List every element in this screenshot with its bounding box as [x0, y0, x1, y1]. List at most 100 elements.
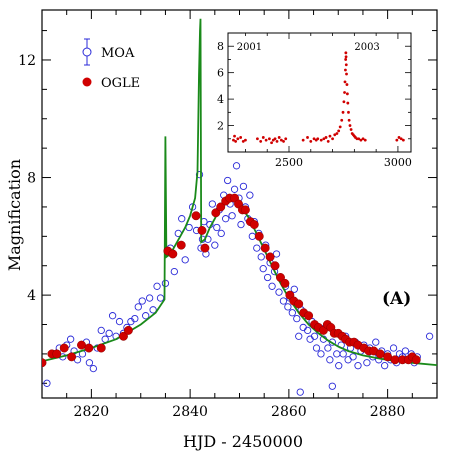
moa-point — [145, 294, 154, 302]
y-tick-label: 4 — [27, 288, 36, 304]
inset-point — [344, 55, 348, 59]
inset-point — [345, 72, 348, 76]
inset-point — [282, 140, 285, 143]
inset-year-label: 2003 — [354, 42, 379, 53]
inset-y-tick-label: 8 — [217, 40, 224, 53]
moa-point — [217, 229, 225, 238]
inset-point — [340, 118, 344, 122]
moa-point — [288, 309, 296, 317]
moa-point — [317, 350, 325, 358]
inset-point — [344, 58, 348, 61]
inset-point — [349, 128, 353, 131]
moa-point — [306, 335, 314, 343]
inset-point — [275, 140, 279, 143]
moa-point — [248, 232, 256, 240]
ogle-point — [211, 208, 221, 218]
x-axis-label: HJD - 2450000 — [183, 432, 303, 451]
ogle-point — [260, 243, 270, 253]
moa-point — [170, 267, 178, 276]
moa-point — [89, 364, 98, 373]
inset-point — [233, 134, 236, 138]
ogle-point — [304, 311, 314, 321]
inset-point — [345, 83, 349, 86]
main-plot: 2820 2840 2860 2880 4 8 12 — [18, 9, 438, 420]
moa-point — [228, 212, 236, 220]
plot-area — [42, 18, 437, 396]
ogle-point — [216, 202, 226, 212]
moa-point — [295, 332, 303, 340]
ogle-point — [77, 340, 86, 350]
moa-point — [339, 350, 347, 358]
inset-y-tick-label: 2 — [217, 120, 224, 133]
moa-point — [268, 282, 276, 290]
moa-point — [232, 162, 241, 170]
inset-point — [319, 138, 323, 142]
inset-point — [312, 137, 316, 141]
inset-point — [322, 137, 326, 141]
inset-point — [277, 136, 281, 139]
ogle-point — [249, 220, 259, 230]
moa-point — [153, 282, 161, 290]
moa-point — [208, 200, 216, 208]
inset-plot: 2500 3000 2 4 6 8 2001 2003 — [217, 32, 412, 169]
moa-point — [279, 297, 288, 305]
inset-point — [241, 140, 245, 143]
inset-point — [284, 137, 288, 141]
moa-point — [299, 323, 307, 332]
y-tick-label: 8 — [27, 171, 36, 187]
inset-point — [328, 134, 332, 138]
ogle-point — [280, 278, 290, 288]
moa-point — [296, 388, 304, 396]
inset-point — [343, 91, 346, 94]
moa-point — [310, 332, 319, 340]
moa-point — [138, 297, 146, 305]
moa-point — [66, 335, 75, 343]
moa-point — [142, 312, 150, 320]
x-tick-label: 2880 — [370, 404, 406, 420]
ogle-marker-icon — [82, 77, 92, 87]
moa-point — [156, 294, 165, 302]
moa-point — [333, 350, 341, 358]
x-tick-label: 2820 — [74, 404, 110, 420]
inset-year-label: 2001 — [237, 42, 262, 53]
legend: MOA OGLE — [82, 38, 140, 91]
moa-point — [246, 191, 254, 199]
inset-point — [261, 136, 265, 139]
moa-point — [389, 344, 398, 352]
moa-point — [372, 338, 380, 346]
panel-label: (A) — [382, 289, 411, 309]
moa-point — [149, 306, 157, 314]
moa-point — [237, 220, 245, 229]
moa-point — [85, 359, 94, 367]
moa-point — [43, 379, 51, 387]
moa-point — [328, 382, 336, 390]
inset-point — [335, 132, 339, 135]
moa-point — [253, 244, 261, 252]
moa-point — [381, 362, 389, 370]
moa-point — [312, 344, 321, 352]
inset-point — [239, 136, 243, 139]
moa-point — [335, 362, 343, 370]
x-tick-label: 2840 — [172, 404, 208, 420]
inset-point — [346, 101, 350, 105]
moa-point — [223, 176, 232, 185]
moa-point — [213, 223, 221, 232]
inset-point — [264, 138, 268, 142]
inset-point — [361, 137, 365, 141]
inset-point — [273, 137, 277, 141]
inset-point — [279, 138, 283, 142]
inset-point — [324, 136, 328, 139]
inset-point — [343, 80, 347, 84]
moa-marker-icon — [82, 47, 92, 57]
moa-point — [326, 356, 334, 364]
inset-point — [333, 133, 337, 137]
ogle-point — [67, 352, 77, 362]
moa-point — [324, 344, 332, 352]
ogle-point — [254, 231, 264, 241]
moa-point — [275, 288, 283, 296]
y-tick-label: 12 — [18, 53, 36, 69]
inset-point — [232, 138, 235, 142]
inset-point — [234, 140, 238, 143]
inset-point — [256, 137, 259, 141]
